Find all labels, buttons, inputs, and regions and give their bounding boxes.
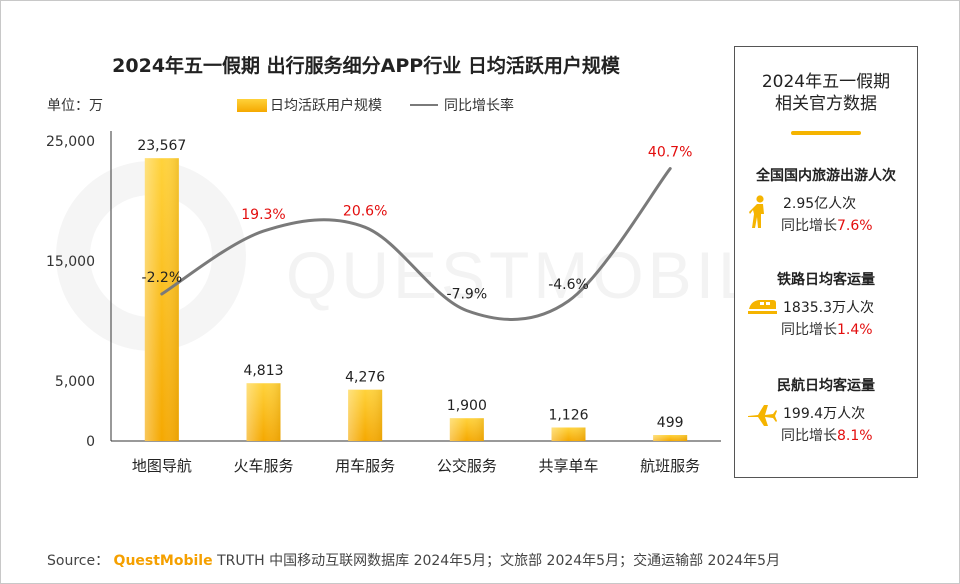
stat-label: 民航日均客运量 <box>777 378 875 394</box>
x-tick-label: 用车服务 <box>335 457 395 475</box>
growth-line <box>160 167 672 321</box>
growth-prefix: 同比增长 <box>781 322 837 338</box>
train-icon <box>748 300 777 314</box>
stat-value: 1835.3万人次 <box>783 300 874 316</box>
growth-value: 1.4% <box>837 322 873 338</box>
growth-value: 7.6% <box>837 218 873 234</box>
chart-legend: 日均活跃用户规模 同比增长率 <box>237 95 514 115</box>
panel-title: 2024年五一假期 相关官方数据 <box>735 71 917 115</box>
panel-title-line1: 2024年五一假期 <box>761 72 891 92</box>
growth-value: 8.1% <box>837 428 873 444</box>
growth-rate-label: 20.6% <box>343 203 387 219</box>
stat-railway: 铁路日均客运量 1835.3万人次 同比增长1.4% <box>735 269 917 338</box>
stat-label: 全国国内旅游出游人次 <box>756 168 896 184</box>
official-data-panel: 2024年五一假期 相关官方数据 全国国内旅游出游人次 2.95亿人次 同比增长… <box>734 46 918 478</box>
stat-value: 2.95亿人次 <box>783 196 857 212</box>
stat-value: 199.4万人次 <box>783 406 866 422</box>
growth-rate-label: 19.3% <box>241 207 285 223</box>
stat-tourism: 全国国内旅游出游人次 2.95亿人次 同比增长7.6% <box>735 165 917 234</box>
source-note: Source： QuestMobile TRUTH 中国移动互联网数据库 202… <box>47 550 780 570</box>
bar-value-label: 1,126 <box>548 407 588 423</box>
watermark: QUESTMOBILE <box>286 238 807 312</box>
growth-rate-label: 40.7% <box>648 145 692 161</box>
bar-value-label: 4,813 <box>243 363 283 379</box>
y-tick-label: 0 <box>86 434 95 450</box>
y-tick-label: 25,000 <box>46 134 95 150</box>
growth-rate-label: -4.6% <box>548 277 589 293</box>
source-text: TRUTH 中国移动互联网数据库 2024年5月；文旅部 2024年5月；交通运… <box>217 553 781 569</box>
x-tick-label: 公交服务 <box>437 457 497 475</box>
growth-rate-label: -2.2% <box>142 270 183 286</box>
bar-shading <box>653 435 688 441</box>
y-tick-label: 15,000 <box>46 254 95 270</box>
bar-value-label: 499 <box>657 415 684 431</box>
bar-shading <box>449 418 484 441</box>
legend-line-label: 同比增长率 <box>444 98 514 114</box>
x-tick-label: 火车服务 <box>233 457 293 475</box>
unit-label: 单位：万 <box>47 98 103 114</box>
bar-value-label: 23,567 <box>137 138 186 154</box>
bar-shading <box>348 389 383 441</box>
growth-rate-label: -7.9% <box>447 287 488 303</box>
bar-shading <box>551 427 586 441</box>
bar-shading <box>144 158 179 442</box>
y-tick-label: 5,000 <box>55 374 95 390</box>
stat-aviation: 民航日均客运量 199.4万人次 同比增长8.1% <box>735 375 917 444</box>
panel-divider <box>791 131 861 135</box>
stat-growth: 同比增长1.4% <box>781 319 873 339</box>
panel-title-line2: 相关官方数据 <box>775 94 877 114</box>
legend-bar-swatch <box>237 98 267 112</box>
source-brand: QuestMobile <box>113 553 213 569</box>
growth-prefix: 同比增长 <box>781 428 837 444</box>
source-prefix: Source： <box>47 553 110 569</box>
x-tick-label: 航班服务 <box>640 457 700 475</box>
bar-value-label: 4,276 <box>345 370 385 386</box>
stat-growth: 同比增长7.6% <box>781 215 873 235</box>
x-tick-label: 地图导航 <box>132 457 192 475</box>
stat-growth: 同比增长8.1% <box>781 425 873 445</box>
bar-value-label: 1,900 <box>447 398 487 414</box>
legend-line-swatch <box>410 104 438 106</box>
chart-title: 2024年五一假期 出行服务细分APP行业 日均活跃用户规模 <box>112 55 620 77</box>
legend-bar-label: 日均活跃用户规模 <box>270 98 382 114</box>
growth-prefix: 同比增长 <box>781 218 837 234</box>
bar-shading <box>246 383 281 441</box>
walking-person-icon <box>749 195 764 228</box>
stat-label: 铁路日均客运量 <box>777 272 875 288</box>
x-tick-label: 共享单车 <box>538 457 598 475</box>
bar-line-chart: 0 5,000 15,000 25,000 23,567 地图导航 4,813 火车服务 4,2… <box>46 131 721 475</box>
airplane-icon <box>748 405 777 426</box>
